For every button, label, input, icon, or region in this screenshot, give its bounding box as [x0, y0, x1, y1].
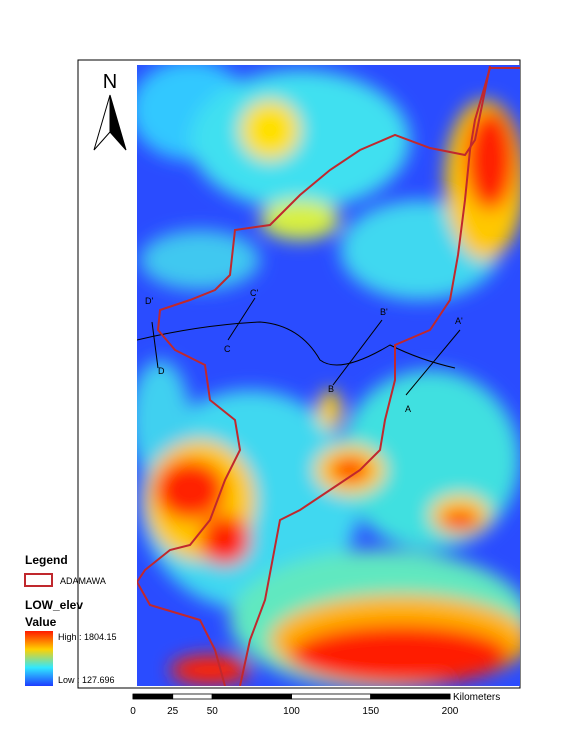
north-arrow: N	[93, 71, 127, 151]
scale-segment	[291, 693, 372, 700]
legend-title: Legend	[25, 553, 68, 567]
low-label: Low : 127.696	[58, 675, 115, 685]
boundary	[137, 65, 491, 686]
section-label: D'	[145, 296, 153, 306]
section-label: B	[328, 384, 334, 394]
scale-bar: 0 25 50 100 150 200	[130, 693, 459, 717]
scale-segment	[370, 693, 451, 700]
scale-tick-label: 25	[167, 706, 179, 717]
boundary	[239, 67, 520, 686]
section-label: B'	[380, 307, 388, 317]
section-label: C	[224, 344, 231, 354]
elevation-raster	[137, 65, 520, 686]
field-name: Value	[25, 615, 57, 629]
scale-tick-label: 0	[130, 706, 136, 717]
section-label: A'	[455, 316, 463, 326]
section-label: A	[405, 404, 411, 414]
scale-segment	[211, 693, 292, 700]
color-ramp	[25, 631, 53, 686]
layer-name: LOW_elev	[25, 598, 83, 612]
scale-unit: Kilometers	[453, 692, 500, 703]
legend-swatch	[24, 573, 53, 587]
legend-label: ADAMAWA	[60, 576, 106, 586]
scale-tick-label: 200	[442, 706, 459, 717]
high-label: High : 1804.15	[58, 632, 117, 642]
scale-segment	[132, 693, 174, 700]
scale-segment	[172, 693, 213, 700]
north-label: N	[103, 71, 117, 93]
section-label: C'	[250, 288, 258, 298]
scale-tick-label: 100	[283, 706, 300, 717]
scale-tick-label: 50	[207, 706, 219, 717]
section-label: D	[158, 366, 165, 376]
scale-tick-label: 150	[362, 706, 379, 717]
